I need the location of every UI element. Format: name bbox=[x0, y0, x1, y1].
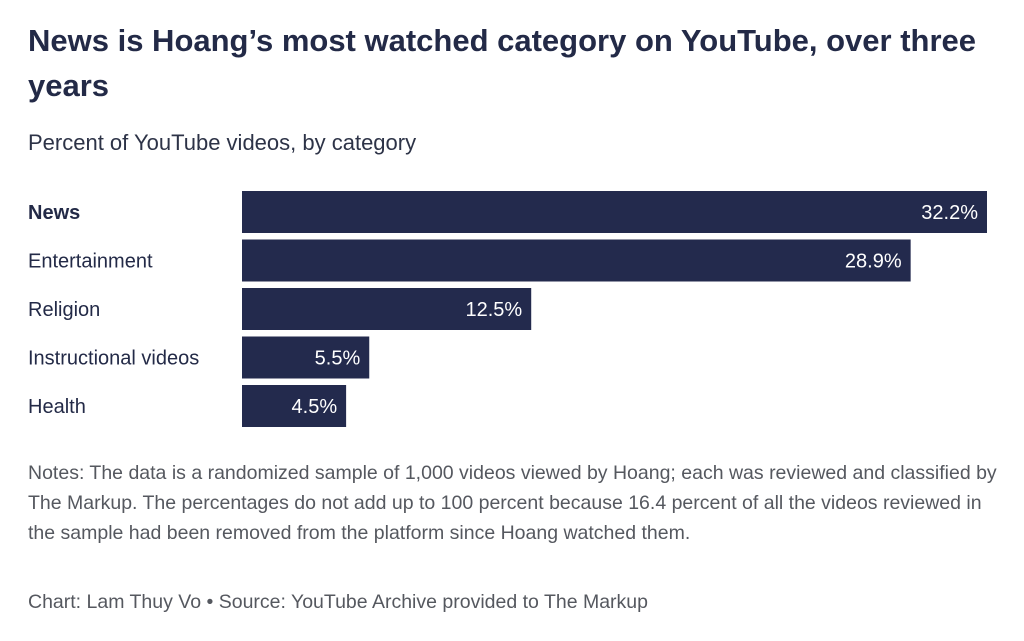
chart-title: News is Hoang’s most watched category on… bbox=[28, 23, 977, 103]
bar-row: Entertainment 28.9% bbox=[28, 239, 911, 282]
bar-row: Religion 12.5% bbox=[28, 288, 532, 330]
bar bbox=[242, 385, 347, 427]
bar bbox=[242, 336, 370, 379]
bar-row: Health 4.5% bbox=[28, 385, 347, 427]
data-label: 5.5% bbox=[315, 348, 361, 370]
data-label: 12.5% bbox=[465, 299, 522, 321]
bar bbox=[242, 288, 532, 330]
category-label: Religion bbox=[28, 299, 100, 321]
chart-credit: Chart: Lam Thuy Vo • Source: YouTube Arc… bbox=[28, 591, 648, 613]
data-label: 32.2% bbox=[921, 202, 978, 224]
chart-subtitle: Percent of YouTube videos, by category bbox=[28, 130, 417, 155]
category-label: News bbox=[28, 202, 80, 224]
bar-row: Instructional videos 5.5% bbox=[28, 336, 370, 379]
bar bbox=[242, 239, 911, 282]
data-label: 4.5% bbox=[292, 396, 338, 418]
category-label: Entertainment bbox=[28, 251, 153, 273]
chart-notes: Notes: The data is a randomized sample o… bbox=[28, 462, 997, 544]
bar bbox=[242, 191, 987, 233]
category-label: Health bbox=[28, 396, 86, 418]
bar-chart: News 32.2% Entertainment 28.9% Religion 12.5%… bbox=[28, 191, 987, 427]
category-label: Instructional videos bbox=[28, 348, 199, 370]
data-label: 28.9% bbox=[845, 251, 902, 273]
bar-row: News 32.2% bbox=[28, 191, 987, 233]
